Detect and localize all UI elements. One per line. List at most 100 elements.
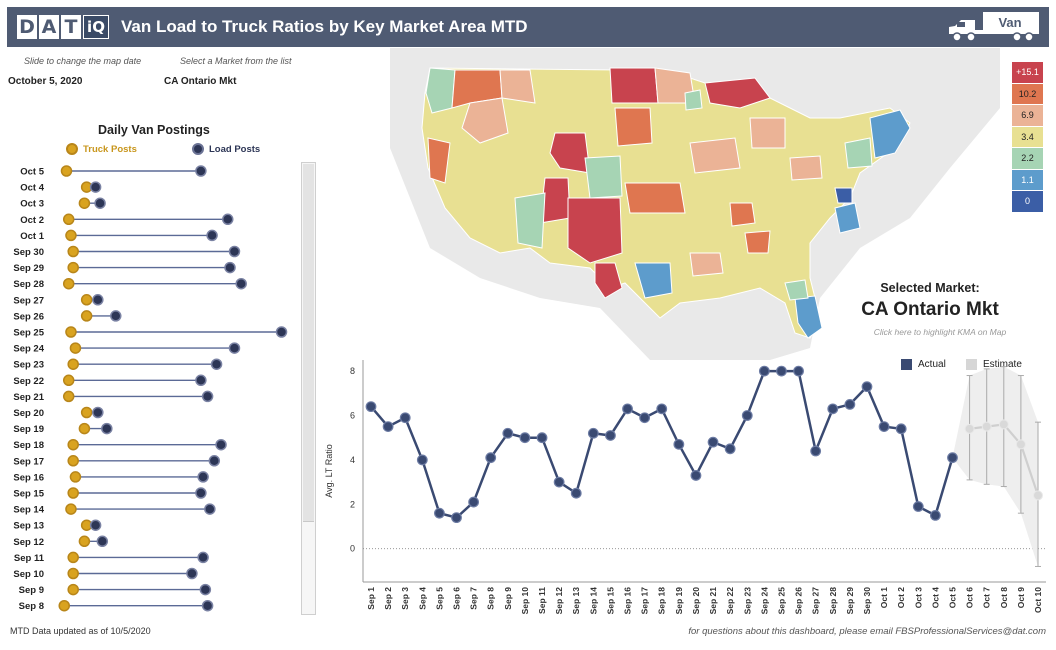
load-post-dot[interactable] bbox=[210, 358, 223, 370]
truck-post-dot[interactable] bbox=[67, 245, 79, 258]
load-post-dot[interactable] bbox=[222, 213, 234, 226]
actual-point[interactable] bbox=[929, 509, 941, 521]
load-post-dot[interactable] bbox=[195, 165, 207, 177]
load-post-dot[interactable] bbox=[228, 245, 241, 258]
truck-post-dot[interactable] bbox=[67, 551, 79, 564]
actual-point[interactable] bbox=[416, 454, 428, 466]
load-post-dot[interactable] bbox=[89, 519, 102, 531]
truck-post-dot[interactable] bbox=[80, 294, 93, 306]
actual-point[interactable] bbox=[656, 403, 668, 415]
actual-point[interactable] bbox=[741, 410, 753, 421]
actual-point[interactable] bbox=[622, 403, 633, 415]
actual-point[interactable] bbox=[553, 476, 565, 488]
truck-post-dot[interactable] bbox=[69, 342, 82, 354]
load-post-dot[interactable] bbox=[89, 181, 102, 193]
truck-post-dot[interactable] bbox=[69, 471, 82, 483]
highlight-kma-link[interactable]: Click here to highlight KMA on Map bbox=[873, 327, 1007, 337]
load-post-dot[interactable] bbox=[206, 229, 218, 242]
postings-scrollbar[interactable] bbox=[301, 162, 316, 615]
actual-point[interactable] bbox=[519, 432, 531, 444]
estimate-point[interactable] bbox=[998, 419, 1009, 430]
load-post-dot[interactable] bbox=[199, 583, 212, 596]
truck-post-dot[interactable] bbox=[58, 599, 70, 612]
estimate-point[interactable] bbox=[964, 423, 975, 434]
actual-point[interactable] bbox=[399, 412, 411, 424]
load-post-dot[interactable] bbox=[201, 390, 214, 403]
truck-post-dot[interactable] bbox=[67, 487, 79, 499]
actual-point[interactable] bbox=[827, 403, 839, 415]
load-post-dot[interactable] bbox=[94, 197, 106, 209]
actual-point[interactable] bbox=[673, 438, 685, 450]
actual-point[interactable] bbox=[878, 421, 890, 432]
actual-point[interactable] bbox=[707, 436, 719, 448]
truck-post-dot[interactable] bbox=[65, 326, 77, 338]
actual-point[interactable] bbox=[639, 412, 651, 424]
market-select[interactable]: CA Ontario Mkt bbox=[164, 76, 237, 87]
actual-point[interactable] bbox=[468, 496, 480, 508]
actual-point[interactable] bbox=[382, 421, 394, 432]
truck-post-dot[interactable] bbox=[65, 503, 77, 515]
load-post-dot[interactable] bbox=[197, 551, 209, 564]
estimate-point[interactable] bbox=[1033, 490, 1043, 501]
scrollbar-thumb[interactable] bbox=[303, 164, 314, 522]
load-post-dot[interactable] bbox=[228, 342, 241, 354]
truck-post-dot[interactable] bbox=[65, 229, 77, 242]
truck-post-dot[interactable] bbox=[62, 374, 75, 387]
actual-point[interactable] bbox=[502, 427, 514, 439]
date-slider-value[interactable]: October 5, 2020 bbox=[8, 76, 83, 87]
contact-note[interactable]: for questions about this dashboard, plea… bbox=[688, 626, 1046, 637]
actual-point[interactable] bbox=[570, 487, 582, 499]
actual-point[interactable] bbox=[810, 445, 822, 457]
load-post-dot[interactable] bbox=[195, 374, 207, 387]
actual-point[interactable] bbox=[895, 423, 907, 435]
truck-post-dot[interactable] bbox=[80, 406, 93, 419]
actual-point[interactable] bbox=[485, 452, 497, 464]
actual-point[interactable] bbox=[724, 443, 736, 455]
load-post-dot[interactable] bbox=[235, 277, 247, 290]
load-post-dot[interactable] bbox=[101, 422, 113, 435]
actual-point[interactable] bbox=[690, 470, 702, 481]
load-post-dot[interactable] bbox=[197, 471, 209, 483]
actual-point[interactable] bbox=[776, 365, 787, 377]
truck-post-dot[interactable] bbox=[67, 358, 79, 370]
actual-point[interactable] bbox=[605, 430, 616, 441]
actual-point[interactable] bbox=[365, 401, 377, 413]
load-post-dot[interactable] bbox=[224, 261, 236, 274]
truck-post-dot[interactable] bbox=[80, 310, 93, 322]
load-post-dot[interactable] bbox=[92, 294, 104, 306]
actual-point[interactable] bbox=[536, 432, 548, 444]
load-post-dot[interactable] bbox=[195, 487, 207, 499]
actual-point[interactable] bbox=[758, 365, 770, 377]
truck-post-dot[interactable] bbox=[62, 213, 75, 226]
actual-point[interactable] bbox=[947, 452, 958, 464]
load-post-dot[interactable] bbox=[204, 503, 216, 515]
truck-post-dot[interactable] bbox=[78, 535, 91, 548]
load-post-dot[interactable] bbox=[186, 567, 198, 580]
truck-post-dot[interactable] bbox=[67, 261, 79, 274]
truck-post-dot[interactable] bbox=[67, 438, 79, 451]
actual-point[interactable] bbox=[434, 507, 445, 519]
load-post-dot[interactable] bbox=[208, 455, 221, 467]
truck-post-dot[interactable] bbox=[67, 567, 79, 580]
truck-post-dot[interactable] bbox=[62, 390, 75, 403]
load-post-dot[interactable] bbox=[110, 310, 122, 322]
truck-post-dot[interactable] bbox=[62, 277, 75, 290]
actual-point[interactable] bbox=[793, 365, 804, 377]
truck-post-dot[interactable] bbox=[78, 197, 91, 209]
estimate-point[interactable] bbox=[1015, 439, 1026, 450]
load-post-dot[interactable] bbox=[215, 438, 227, 451]
truck-post-dot[interactable] bbox=[67, 583, 79, 596]
truck-post-dot[interactable] bbox=[78, 422, 91, 435]
actual-point[interactable] bbox=[861, 381, 873, 393]
load-post-dot[interactable] bbox=[96, 535, 109, 548]
truck-post-dot[interactable] bbox=[67, 455, 79, 467]
load-post-dot[interactable] bbox=[201, 599, 214, 612]
estimate-point[interactable] bbox=[981, 421, 992, 432]
truck-post-dot[interactable] bbox=[60, 165, 73, 177]
us-kma-map[interactable] bbox=[390, 48, 1000, 360]
actual-point[interactable] bbox=[587, 427, 599, 439]
load-post-dot[interactable] bbox=[275, 326, 288, 338]
actual-point[interactable] bbox=[912, 501, 924, 512]
actual-point[interactable] bbox=[844, 399, 856, 410]
actual-point[interactable] bbox=[451, 512, 462, 524]
